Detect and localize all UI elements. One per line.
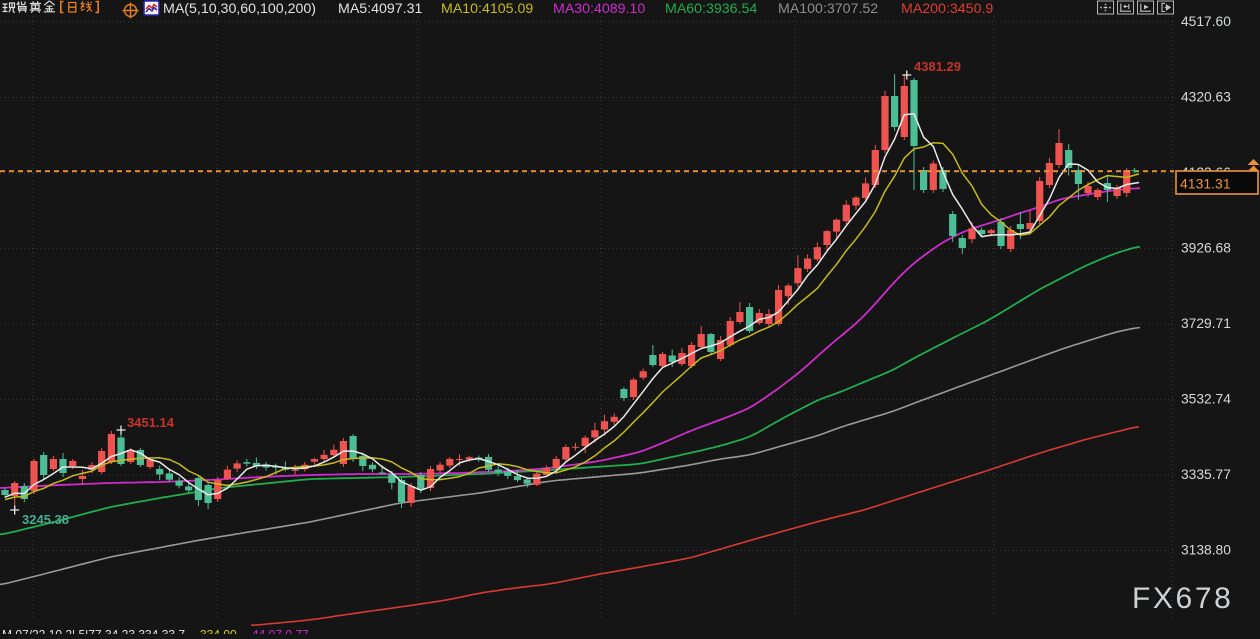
svg-text:3532.74: 3532.74	[1181, 392, 1231, 407]
svg-text:3138.80: 3138.80	[1181, 543, 1231, 558]
svg-text:FX678: FX678	[1132, 582, 1233, 615]
svg-text:MA60:3936.54: MA60:3936.54	[665, 1, 757, 17]
svg-text:MA30:4089.10: MA30:4089.10	[553, 1, 645, 17]
svg-text:334.00: 334.00	[200, 628, 237, 635]
svg-text:M 07/22.10.2| 5|77.34.23 334.: M 07/22.10.2| 5|77.34.23 334.33.7	[2, 628, 185, 635]
svg-text:4517.60: 4517.60	[1181, 14, 1231, 29]
svg-text:3729.71: 3729.71	[1181, 316, 1231, 331]
svg-text:44.07 0.77: 44.07 0.77	[252, 628, 309, 635]
svg-text:3451.14: 3451.14	[127, 415, 175, 430]
svg-text:MA10:4105.09: MA10:4105.09	[441, 1, 533, 17]
svg-text:3926.68: 3926.68	[1181, 241, 1231, 256]
svg-text:4131.31: 4131.31	[1180, 176, 1231, 192]
svg-text:4381.29: 4381.29	[914, 59, 961, 74]
svg-text:MA5:4097.31: MA5:4097.31	[338, 1, 423, 17]
svg-text:4320.63: 4320.63	[1181, 90, 1231, 105]
svg-text:MA200:3450.9: MA200:3450.9	[901, 1, 993, 17]
svg-text:MA(5,10,30,60,100,200): MA(5,10,30,60,100,200)	[163, 1, 316, 17]
svg-text:3245.38: 3245.38	[22, 512, 69, 527]
svg-text:MA100:3707.52: MA100:3707.52	[778, 1, 878, 17]
svg-text:3335.77: 3335.77	[1181, 467, 1231, 482]
